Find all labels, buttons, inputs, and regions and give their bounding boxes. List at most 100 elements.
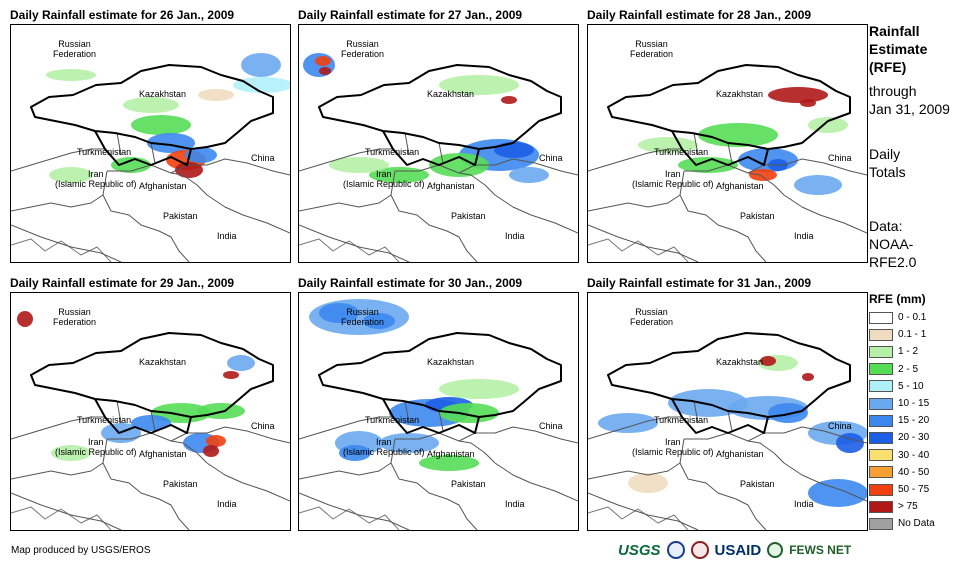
rainfall-area — [206, 435, 226, 447]
legend-swatch — [869, 500, 893, 513]
legend-item: 15 - 20 — [869, 412, 929, 429]
country-border — [102, 438, 190, 530]
country-label-china: China — [539, 421, 563, 431]
rfe-data-source: Data: NOAA- RFE2.0 — [869, 218, 917, 270]
rainfall-area — [339, 445, 371, 461]
country-label-russia: Russian Federation — [341, 39, 385, 59]
legend-label: 0.1 - 1 — [898, 329, 927, 341]
rainfall-area — [501, 96, 517, 104]
country-border — [607, 332, 851, 418]
country-border — [588, 224, 699, 262]
rainfall-area — [429, 153, 489, 177]
rainfall-area — [494, 142, 534, 158]
country-border — [150, 410, 156, 432]
country-border — [588, 194, 681, 212]
country-border — [494, 194, 578, 234]
country-border — [11, 238, 112, 262]
country-border — [404, 132, 410, 156]
map-layer — [11, 53, 290, 262]
country-label-pakistan: Pakistan — [451, 479, 486, 489]
country-label-kazakhstan: Kazakhstan — [427, 357, 475, 367]
legend-item: 2 - 5 — [869, 361, 918, 378]
country-border — [30, 64, 274, 150]
rainfall-area — [363, 313, 395, 329]
rainfall-area — [223, 371, 239, 379]
country-border — [588, 148, 682, 172]
rainfall-map-26-jan: Russian Federation Kazakhstan Turkmenistan I… — [10, 24, 291, 263]
legend-item: 50 - 75 — [869, 481, 929, 498]
country-label-kazakhstan: Kazakhstan — [716, 89, 764, 99]
rainfall-area — [794, 175, 842, 195]
country-border — [11, 194, 104, 212]
country-border — [438, 410, 444, 432]
country-label-iran: Iran (Islamic Republic of) — [343, 169, 425, 189]
country-label-iran: Iran (Islamic Republic of) — [632, 169, 714, 189]
rainfall-area — [439, 379, 519, 399]
rainfall-area — [808, 117, 848, 133]
country-label-china: China — [828, 421, 852, 431]
legend-item: 10 - 15 — [869, 395, 929, 412]
country-border — [679, 438, 767, 530]
legend-item: 30 - 40 — [869, 447, 929, 464]
rainfall-area — [319, 67, 331, 75]
country-border — [318, 64, 562, 150]
country-label-turkmenistan: Turkmenistan — [77, 415, 132, 425]
country-label-india: India — [217, 499, 237, 509]
country-border — [102, 170, 190, 262]
legend-label: 30 - 40 — [898, 449, 930, 461]
rainfall-area — [51, 445, 91, 461]
rfe-daily-totals: Daily Totals — [869, 146, 906, 180]
country-label-pakistan: Pakistan — [740, 479, 775, 489]
rainfall-area — [800, 99, 816, 107]
country-border — [588, 506, 689, 530]
country-border — [438, 142, 444, 164]
country-border — [404, 400, 410, 424]
country-border — [299, 148, 393, 172]
rainfall-area — [198, 89, 234, 101]
legend-label: 40 - 50 — [898, 466, 930, 478]
country-label-india: India — [505, 499, 525, 509]
country-border — [30, 332, 274, 418]
panel-title-4: Daily Rainfall estimate for 29 Jan., 200… — [10, 276, 235, 290]
country-label-iran: Iran (Islamic Republic of) — [55, 437, 137, 457]
map-layer — [588, 64, 867, 262]
country-label-russia: Russian Federation — [53, 39, 97, 59]
country-label-russia: Russian Federation — [630, 307, 674, 327]
legend-swatch — [869, 466, 893, 479]
country-label-kazakhstan: Kazakhstan — [139, 357, 187, 367]
rainfall-area — [419, 455, 479, 471]
country-border — [679, 170, 767, 262]
rainfall-map-31-jan: Russian Federation Kazakhstan Turkmenistan I… — [587, 292, 868, 531]
rainfall-area — [598, 413, 658, 433]
panel-title-5: Daily Rainfall estimate for 30 Jan., 200… — [298, 276, 523, 290]
panel-title-1: Daily Rainfall estimate for 26 Jan., 200… — [10, 8, 235, 22]
country-label-turkmenistan: Turkmenistan — [365, 415, 420, 425]
legend-swatch — [869, 345, 893, 358]
rainfall-area — [227, 355, 255, 371]
country-border — [727, 142, 733, 164]
country-label-china: China — [828, 153, 852, 163]
country-border — [299, 238, 400, 262]
country-border — [206, 194, 290, 234]
rainfall-area — [760, 356, 776, 366]
rainfall-area — [131, 115, 191, 135]
legend-label: No Data — [898, 518, 935, 530]
usaid-logo: USAID — [714, 541, 762, 559]
country-border — [116, 400, 122, 424]
country-label-india: India — [217, 231, 237, 241]
country-border — [11, 492, 122, 530]
legend-label: 2 - 5 — [898, 363, 919, 375]
country-border — [318, 332, 562, 418]
country-label-afghanistan: Afghanistan — [427, 181, 475, 191]
map-layer — [299, 53, 578, 262]
legend-item: 0 - 0.1 — [869, 309, 926, 326]
country-label-india: India — [505, 231, 525, 241]
country-label-pakistan: Pakistan — [163, 479, 198, 489]
rainfall-area — [46, 69, 96, 81]
rainfall-area — [749, 169, 777, 181]
country-border — [11, 416, 105, 440]
panel-title-3: Daily Rainfall estimate for 28 Jan., 200… — [587, 8, 812, 22]
country-border — [727, 410, 733, 432]
country-border — [588, 462, 681, 480]
rainfall-area — [185, 147, 217, 163]
